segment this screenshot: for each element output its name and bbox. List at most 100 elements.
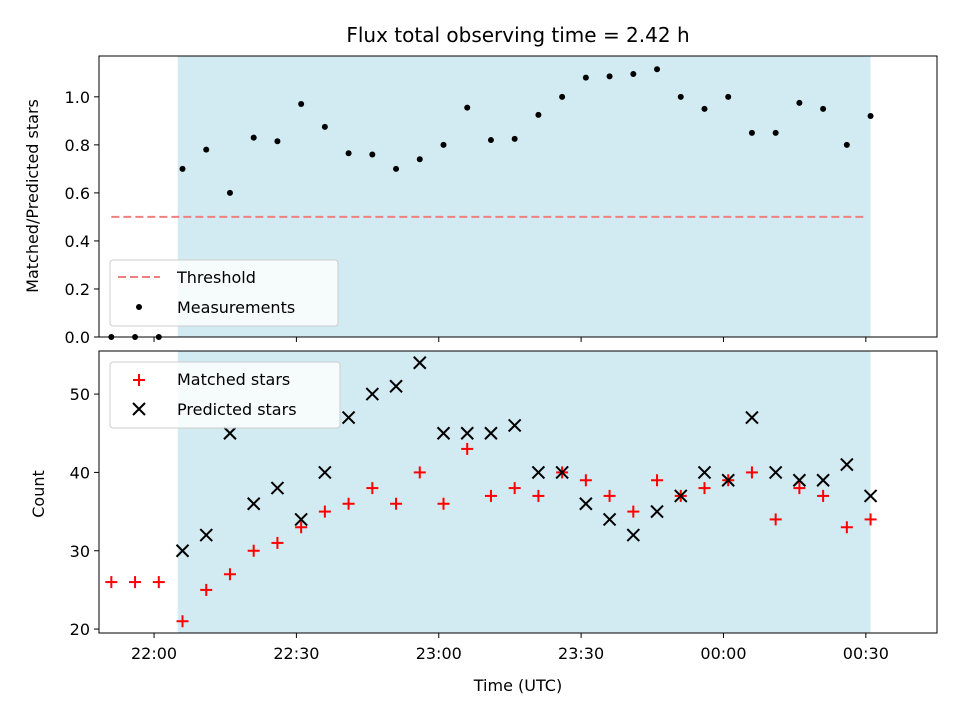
matched-stars-point [651, 474, 664, 487]
top-y-tick-label: 0.0 [65, 328, 90, 347]
measurements-point [606, 73, 613, 80]
top-y-tick-label: 0.6 [65, 184, 90, 203]
measurements-point [796, 99, 803, 106]
predicted-stars-point [531, 465, 546, 480]
matched-stars-point [200, 583, 213, 596]
measurements-point [487, 137, 494, 144]
chart-title: Flux total observing time = 2.42 h [346, 23, 689, 47]
bottom-x-tick-label: 00:00 [700, 644, 746, 663]
measurements-point [820, 105, 827, 112]
predicted-stars-point [840, 457, 854, 472]
matched-stars-point [627, 505, 640, 518]
top-y-tick-label: 0.8 [65, 136, 90, 155]
matched-stars-point [366, 482, 379, 495]
predicted-stars-point [555, 465, 569, 480]
predicted-stars-point [697, 465, 712, 480]
predicted-stars-point [365, 387, 380, 401]
top-y-tick-label: 0.2 [65, 280, 90, 299]
matched-stars-point [484, 489, 497, 502]
matched-stars-point [223, 568, 236, 581]
measurements-point [748, 129, 755, 136]
bottom-y-tick-label: 30 [70, 542, 90, 561]
predicted-stars-point [792, 473, 807, 487]
measurements-legend-label: Measurements [177, 298, 295, 317]
measurements-point [559, 93, 566, 100]
measurements-point [393, 165, 400, 172]
predicted-stars-point [223, 426, 237, 440]
measurements-point [369, 151, 376, 158]
measurements-point [535, 111, 542, 118]
matched-stars-point [129, 576, 142, 589]
predicted-legend-swatch [132, 402, 146, 416]
top-ylabel: Matched/Predicted stars [23, 99, 42, 293]
matched-stars-point [793, 482, 806, 495]
matched-legend-label: Matched stars [177, 370, 290, 389]
measurements-point [416, 156, 423, 163]
measurements-legend-swatch [136, 304, 142, 310]
measurements-point [677, 93, 684, 100]
measurements-point [843, 141, 850, 148]
measurements-point [440, 141, 447, 148]
measurements-point [654, 66, 661, 73]
matched-legend-swatch [133, 374, 145, 386]
bottom-x-tick-label: 23:30 [558, 644, 604, 663]
predicted-stars-point [199, 528, 213, 542]
x-axis-label: Time (UTC) [473, 676, 562, 695]
measurements-point [179, 165, 186, 172]
matched-stars-point [152, 576, 165, 589]
matched-stars-point [247, 544, 260, 557]
matched-stars-point [176, 615, 189, 628]
predicted-stars-point [389, 379, 403, 393]
predicted-stars-point [341, 410, 356, 425]
predicted-stars-point [721, 473, 735, 487]
matched-stars-point [864, 513, 877, 526]
bottom-y-tick-label: 50 [70, 385, 90, 404]
measurements-point [274, 138, 281, 145]
matched-stars-point [437, 497, 450, 510]
matched-stars-point [105, 576, 118, 589]
measurements-point [772, 129, 779, 136]
matched-stars-point [745, 466, 758, 479]
predicted-stars-point [626, 528, 641, 542]
measurements-point [345, 150, 352, 157]
top-y-tick-label: 1.0 [65, 88, 90, 107]
measurements-point [298, 101, 305, 108]
measurements-point [250, 134, 257, 141]
matched-stars-point [342, 497, 355, 510]
matched-stars-point [461, 442, 474, 455]
bottom-x-tick-label: 23:00 [416, 644, 462, 663]
predicted-stars-point [460, 426, 474, 440]
predicted-stars-point [863, 489, 878, 503]
bottom-y-tick-label: 40 [70, 463, 90, 482]
bottom-ylabel: Count [29, 470, 48, 518]
top-legend-box [109, 259, 339, 327]
predicted-stars-point [816, 473, 830, 487]
top-legend: Threshold Measurements [109, 259, 339, 327]
measurements-point [203, 146, 210, 153]
measurements-point [701, 105, 708, 112]
bottom-y-tick-label: 20 [70, 620, 90, 639]
bottom-x-tick-label: 00:30 [843, 644, 889, 663]
bottom-legend-box [109, 361, 341, 429]
bottom-legend: Matched stars Predicted stars [109, 361, 341, 429]
predicted-stars-point [436, 426, 451, 440]
predicted-stars-point [507, 418, 522, 433]
matched-stars-point [698, 482, 711, 495]
matched-stars-point [840, 521, 853, 534]
matched-stars-point [532, 489, 545, 502]
matched-stars-point [508, 482, 521, 495]
measurements-point [867, 113, 874, 120]
predicted-stars-point [579, 497, 593, 511]
measurements-point [582, 74, 589, 81]
predicted-stars-point [413, 356, 427, 370]
predicted-stars-point [650, 504, 664, 519]
predicted-stars-point [745, 410, 759, 425]
bottom-axes-frame [98, 350, 938, 634]
matched-stars-point [271, 536, 284, 549]
measurements-point [511, 135, 518, 142]
predicted-stars-point [674, 489, 688, 503]
matched-stars-point [413, 466, 426, 479]
predicted-stars-point [768, 465, 783, 480]
bottom-x-tick-label: 22:00 [131, 644, 177, 663]
